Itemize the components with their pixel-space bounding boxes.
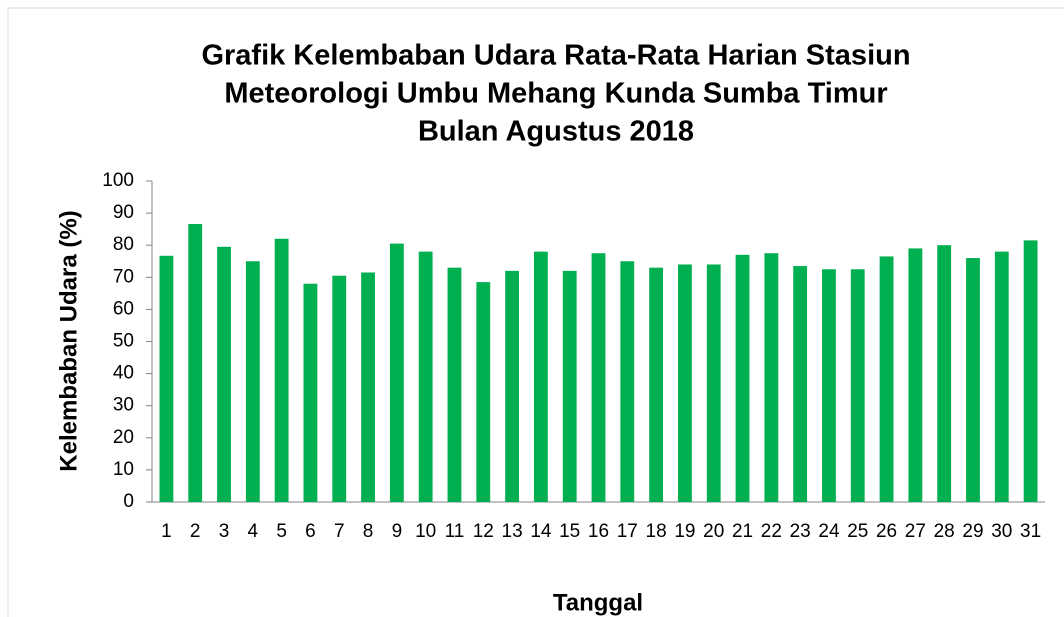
x-tick-label: 5 [276,521,287,542]
bar [447,267,462,502]
x-tick-label: 6 [305,521,316,542]
bar [274,238,289,502]
y-tick-label: 40 [113,363,134,384]
bar [850,269,865,502]
x-tick-label: 4 [248,521,259,542]
bar [389,243,404,502]
x-tick-label: 18 [646,521,667,542]
y-tick-label: 30 [113,395,134,416]
y-tick-label: 60 [113,298,134,319]
x-tick-label: 9 [392,521,403,542]
bar [879,256,894,502]
y-tick-label: 70 [113,266,134,287]
x-tick-label: 30 [991,521,1012,542]
bar [476,282,491,502]
x-tick-label: 31 [1020,521,1041,542]
x-tick-label: 28 [934,521,955,542]
x-tick-label: 16 [588,521,609,542]
y-tick-label: 100 [102,170,134,191]
bar [332,275,347,502]
x-tick-label: 14 [530,521,552,542]
bar [937,245,952,502]
x-tick-label: 12 [473,521,494,542]
x-tick-label: 15 [559,521,580,542]
bar [591,253,606,502]
bar [361,272,375,502]
bar [649,267,664,502]
bar [908,248,923,502]
bar [245,261,260,502]
x-tick-label: 24 [818,521,840,542]
y-tick-label: 10 [113,459,134,480]
bar [303,283,318,502]
x-tick-label: 29 [962,521,983,542]
x-tick-label: 26 [876,521,897,542]
x-tick-label: 2 [190,521,201,542]
x-tick-label: 10 [415,521,436,542]
x-tick-label: 25 [847,521,868,542]
x-tick-label: 27 [905,521,926,542]
bar [793,266,808,502]
bar [188,224,203,502]
bar [706,264,721,502]
x-tick-label: 1 [161,521,172,542]
bar [966,258,980,502]
y-tick-label: 90 [113,202,134,223]
bar [217,246,231,502]
chart-title: Meteorologi Umbu Mehang Kunda Sumba Timu… [224,78,887,110]
bar [1023,240,1038,502]
x-tick-label: 22 [761,521,782,542]
x-tick-label: 3 [219,521,230,542]
x-axis-title: Tanggal [553,589,643,616]
y-tick-label: 20 [113,427,134,448]
bar [678,264,692,502]
bar [562,270,577,502]
x-tick-label: 7 [334,521,345,542]
bar [505,270,519,502]
bar [994,251,1009,502]
x-tick-label: 11 [445,521,465,542]
y-tick-label: 50 [113,331,134,352]
bar [159,255,174,502]
x-tick-label: 20 [703,521,724,542]
x-tick-label: 23 [790,521,811,542]
y-tick-label: 0 [123,491,134,512]
bar [418,251,433,502]
x-tick-label: 19 [674,521,695,542]
x-tick-label: 21 [732,521,753,542]
bar [533,251,548,502]
chart-title: Bulan Agustus 2018 [418,116,694,148]
x-tick-label: 8 [363,521,374,542]
bar [620,261,635,502]
x-tick-label: 13 [502,521,523,542]
bar [735,254,750,502]
chart-title: Grafik Kelembaban Udara Rata-Rata Harian… [201,40,910,72]
bar [822,269,836,502]
x-tick-label: 17 [617,521,638,542]
y-axis-title: Kelembaban Udara (%) [55,210,82,471]
chart-border [7,7,1064,617]
y-tick-label: 80 [113,234,134,255]
bar [764,253,779,502]
